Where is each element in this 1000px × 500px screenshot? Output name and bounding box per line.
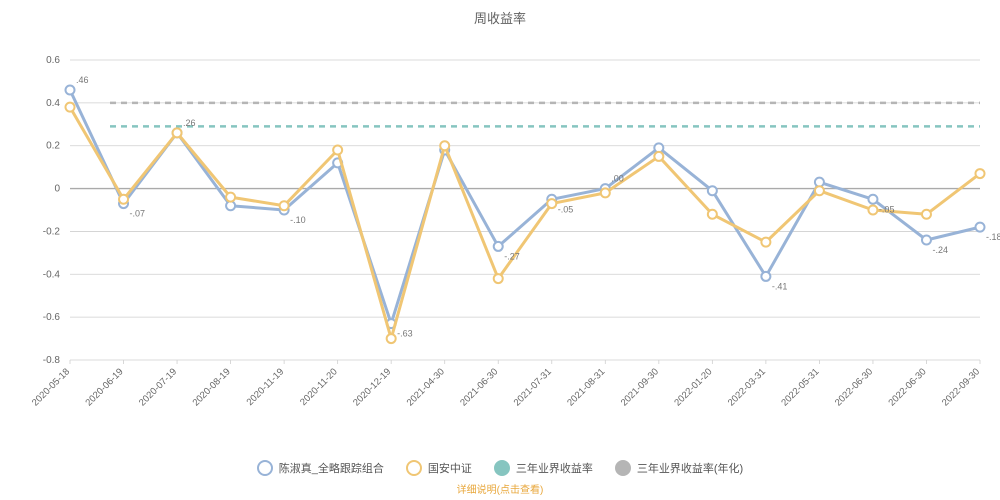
svg-text:-.63: -.63 — [397, 329, 413, 339]
svg-text:-.05: -.05 — [879, 204, 895, 214]
svg-text:2020-05-18: 2020-05-18 — [30, 366, 72, 408]
svg-text:2020-12-19: 2020-12-19 — [351, 366, 393, 408]
svg-text:2020-11-19: 2020-11-19 — [245, 366, 287, 408]
svg-text:2020-11-20: 2020-11-20 — [298, 366, 340, 408]
legend-item[interactable]: 三年业界收益率 — [494, 460, 593, 476]
svg-text:0.2: 0.2 — [46, 141, 60, 152]
svg-text:2021-04-30: 2021-04-30 — [405, 366, 447, 408]
svg-text:-.41: -.41 — [772, 281, 788, 291]
svg-text:-0.2: -0.2 — [43, 226, 61, 237]
svg-text:.26: .26 — [183, 118, 196, 128]
legend-marker — [494, 460, 510, 476]
svg-text:0.6: 0.6 — [46, 55, 60, 66]
svg-text:2020-08-19: 2020-08-19 — [191, 366, 233, 408]
legend-label: 国安中证 — [428, 460, 472, 476]
svg-text:-.10: -.10 — [290, 215, 306, 225]
svg-text:2022-06-30: 2022-06-30 — [833, 366, 875, 408]
svg-text:2022-06-30: 2022-06-30 — [886, 366, 928, 408]
legend-label: 三年业界收益率 — [516, 460, 593, 476]
svg-text:2020-06-19: 2020-06-19 — [84, 366, 126, 408]
legend-marker — [406, 460, 422, 476]
legend-item[interactable]: 国安中证 — [406, 460, 472, 476]
svg-text:-.07: -.07 — [130, 209, 146, 219]
svg-text:2021-06-30: 2021-06-30 — [458, 366, 500, 408]
legend-marker — [615, 460, 631, 476]
legend-marker — [257, 460, 273, 476]
weekly-return-chart: 周收益率 -0.8 -0.6 -0.4 -0.2 0 0.2 0.4 0.6 .46 -.07 .2… — [0, 0, 1000, 500]
svg-text:-.27: -.27 — [504, 251, 520, 261]
chart-plot-area: -0.8 -0.6 -0.4 -0.2 0 0.2 0.4 0.6 .46 -.07 .26 -.10… — [0, 0, 1000, 500]
svg-text:.46: .46 — [76, 75, 89, 85]
chart-title: 周收益率 — [0, 8, 1000, 27]
legend-label: 三年业界收益率(年化) — [637, 460, 743, 476]
svg-text:.00: .00 — [611, 174, 624, 184]
chart-legend: 陈淑真_全略跟踪组合 国安中证 三年业界收益率 三年业界收益率(年化) — [0, 460, 1000, 476]
svg-text:2022-03-31: 2022-03-31 — [726, 366, 768, 408]
svg-text:2022-01-20: 2022-01-20 — [672, 366, 714, 408]
svg-text:2021-09-30: 2021-09-30 — [619, 366, 661, 408]
svg-text:0: 0 — [54, 184, 60, 195]
svg-text:-0.4: -0.4 — [43, 269, 61, 280]
svg-text:-.18: -.18 — [986, 232, 1000, 242]
svg-text:-.05: -.05 — [558, 204, 574, 214]
legend-label: 陈淑真_全略跟踪组合 — [279, 460, 384, 476]
svg-text:2022-09-30: 2022-09-30 — [940, 366, 982, 408]
svg-text:2020-07-19: 2020-07-19 — [137, 366, 179, 408]
svg-text:-0.8: -0.8 — [43, 355, 61, 366]
svg-text:2022-05-31: 2022-05-31 — [779, 366, 821, 408]
legend-item[interactable]: 三年业界收益率(年化) — [615, 460, 743, 476]
chart-footer-link[interactable]: 详细说明(点击查看) — [0, 481, 1000, 496]
legend-item[interactable]: 陈淑真_全略跟踪组合 — [257, 460, 384, 476]
svg-text:0.4: 0.4 — [46, 98, 60, 109]
svg-text:2021-07-31: 2021-07-31 — [512, 366, 554, 408]
svg-text:2021-08-31: 2021-08-31 — [565, 366, 607, 408]
svg-text:-.24: -.24 — [932, 245, 948, 255]
svg-text:-0.6: -0.6 — [43, 312, 61, 323]
